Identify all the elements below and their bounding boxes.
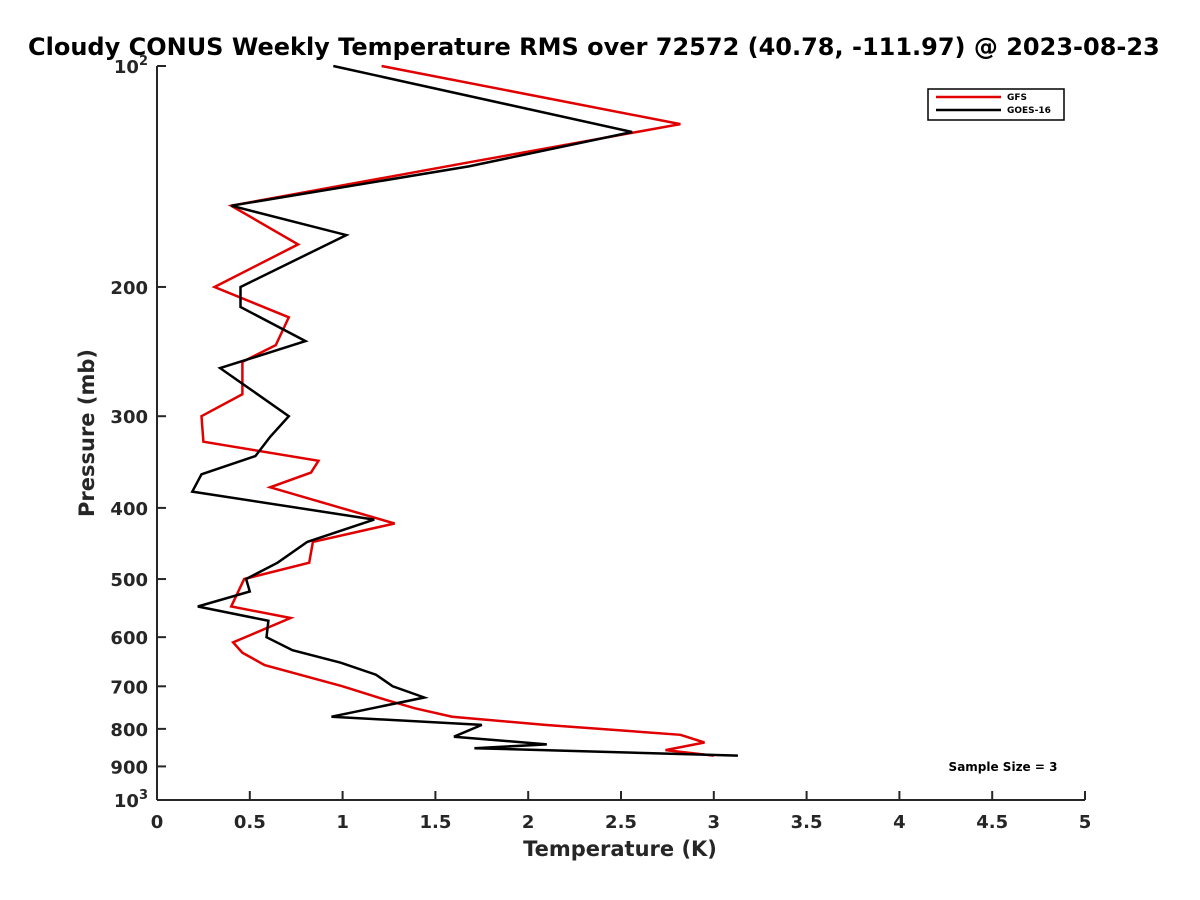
x-tick-label: 5 (1079, 812, 1092, 833)
y-axis-label: Pressure (mb) (75, 349, 99, 517)
x-tick-label: 4 (893, 812, 906, 833)
x-axis-ticks: 0 0.5 1 1.5 2 2.5 3 3.5 4 4.5 5 (151, 791, 1092, 833)
axes (156, 66, 1085, 801)
x-tick-label: 4.5 (976, 812, 1008, 833)
sample-size-annotation: Sample Size = 3 (949, 760, 1058, 774)
y-tick-label: 800 (110, 720, 148, 741)
x-tick-label: 0 (151, 812, 164, 833)
y-tick-label: 300 (110, 407, 148, 428)
x-tick-label: 1.5 (419, 812, 451, 833)
y-tick-label: 200 (110, 278, 148, 299)
x-tick-label: 2 (522, 812, 535, 833)
legend-label-goes16: GOES-16 (1007, 106, 1051, 116)
y-tick-label: 900 (110, 757, 148, 778)
x-tick-label: 3.5 (791, 812, 823, 833)
legend: GFS GOES-16 (927, 88, 1065, 121)
y-axis-ticks: 102 200 300 400 500 600 700 800 900 103 (110, 54, 166, 812)
y-tick-label: 400 (110, 499, 148, 520)
legend-label-gfs: GFS (1007, 93, 1027, 103)
x-tick-label: 2.5 (605, 812, 637, 833)
y-tick-label: 500 (110, 570, 148, 591)
y-tick-label: 103 (114, 788, 148, 812)
x-axis-label: Temperature (K) (523, 837, 717, 861)
y-tick-label: 600 (110, 628, 148, 649)
series-lines (190, 64, 738, 757)
y-tick-label: 700 (110, 677, 148, 698)
x-tick-label: 0.5 (234, 812, 266, 833)
y-tick-label: 102 (114, 54, 148, 78)
legend-box (927, 88, 1065, 121)
x-tick-label: 3 (708, 812, 721, 833)
x-tick-label: 1 (336, 812, 349, 833)
chart-title: Cloudy CONUS Weekly Temperature RMS over… (28, 33, 1160, 61)
series-line-goes16 (190, 64, 738, 757)
